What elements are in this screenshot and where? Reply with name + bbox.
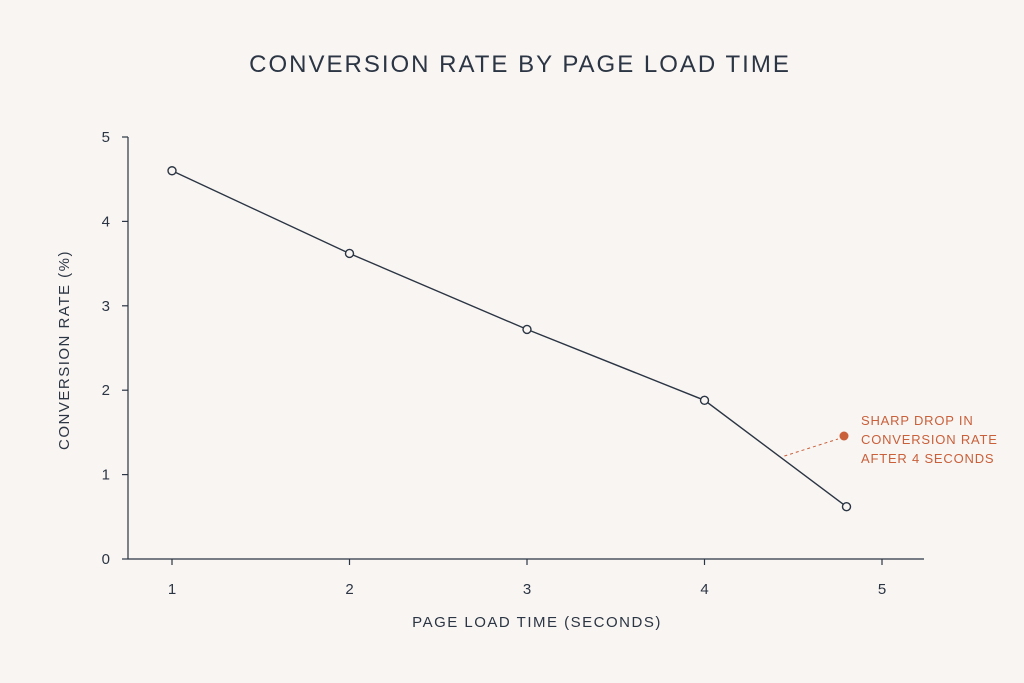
y-tick-label: 3 <box>102 298 110 315</box>
data-point <box>699 395 710 406</box>
y-tick-label: 0 <box>102 551 110 568</box>
annotation-leader-line <box>784 438 839 457</box>
data-point <box>522 324 532 335</box>
y-tick-label: 1 <box>102 467 110 484</box>
annotation-text: SHARP DROP IN <box>861 413 974 428</box>
y-axis-label: CONVERSION RATE (%) <box>56 250 73 450</box>
y-tick-label: 4 <box>102 213 110 230</box>
y-tick-label: 5 <box>102 129 110 146</box>
x-tick-label: 2 <box>345 581 353 598</box>
chart-title: CONVERSION RATE BY PAGE LOAD TIME <box>249 51 791 78</box>
data-point <box>344 248 355 259</box>
annotation-text: CONVERSION RATE <box>861 432 998 447</box>
series-line <box>171 170 847 508</box>
series-group <box>167 166 852 512</box>
annotation-group: SHARP DROP IN CONVERSION RATE AFTER 4 SECO… <box>784 413 997 466</box>
axes <box>122 136 924 565</box>
x-axis-label: PAGE LOAD TIME (SECONDS) <box>412 614 662 631</box>
annotation-dot <box>839 431 849 441</box>
tick-labels: 0 1 2 3 4 5 1 2 3 4 5 <box>102 129 887 598</box>
x-tick-label: 4 <box>700 581 708 598</box>
data-point <box>841 501 852 512</box>
data-point <box>167 166 177 176</box>
x-tick-label: 3 <box>523 581 531 598</box>
x-tick-label: 5 <box>878 581 886 598</box>
x-tick-label: 1 <box>168 581 176 598</box>
y-tick-label: 2 <box>102 382 110 399</box>
annotation-text: AFTER 4 SECONDS <box>861 451 994 466</box>
